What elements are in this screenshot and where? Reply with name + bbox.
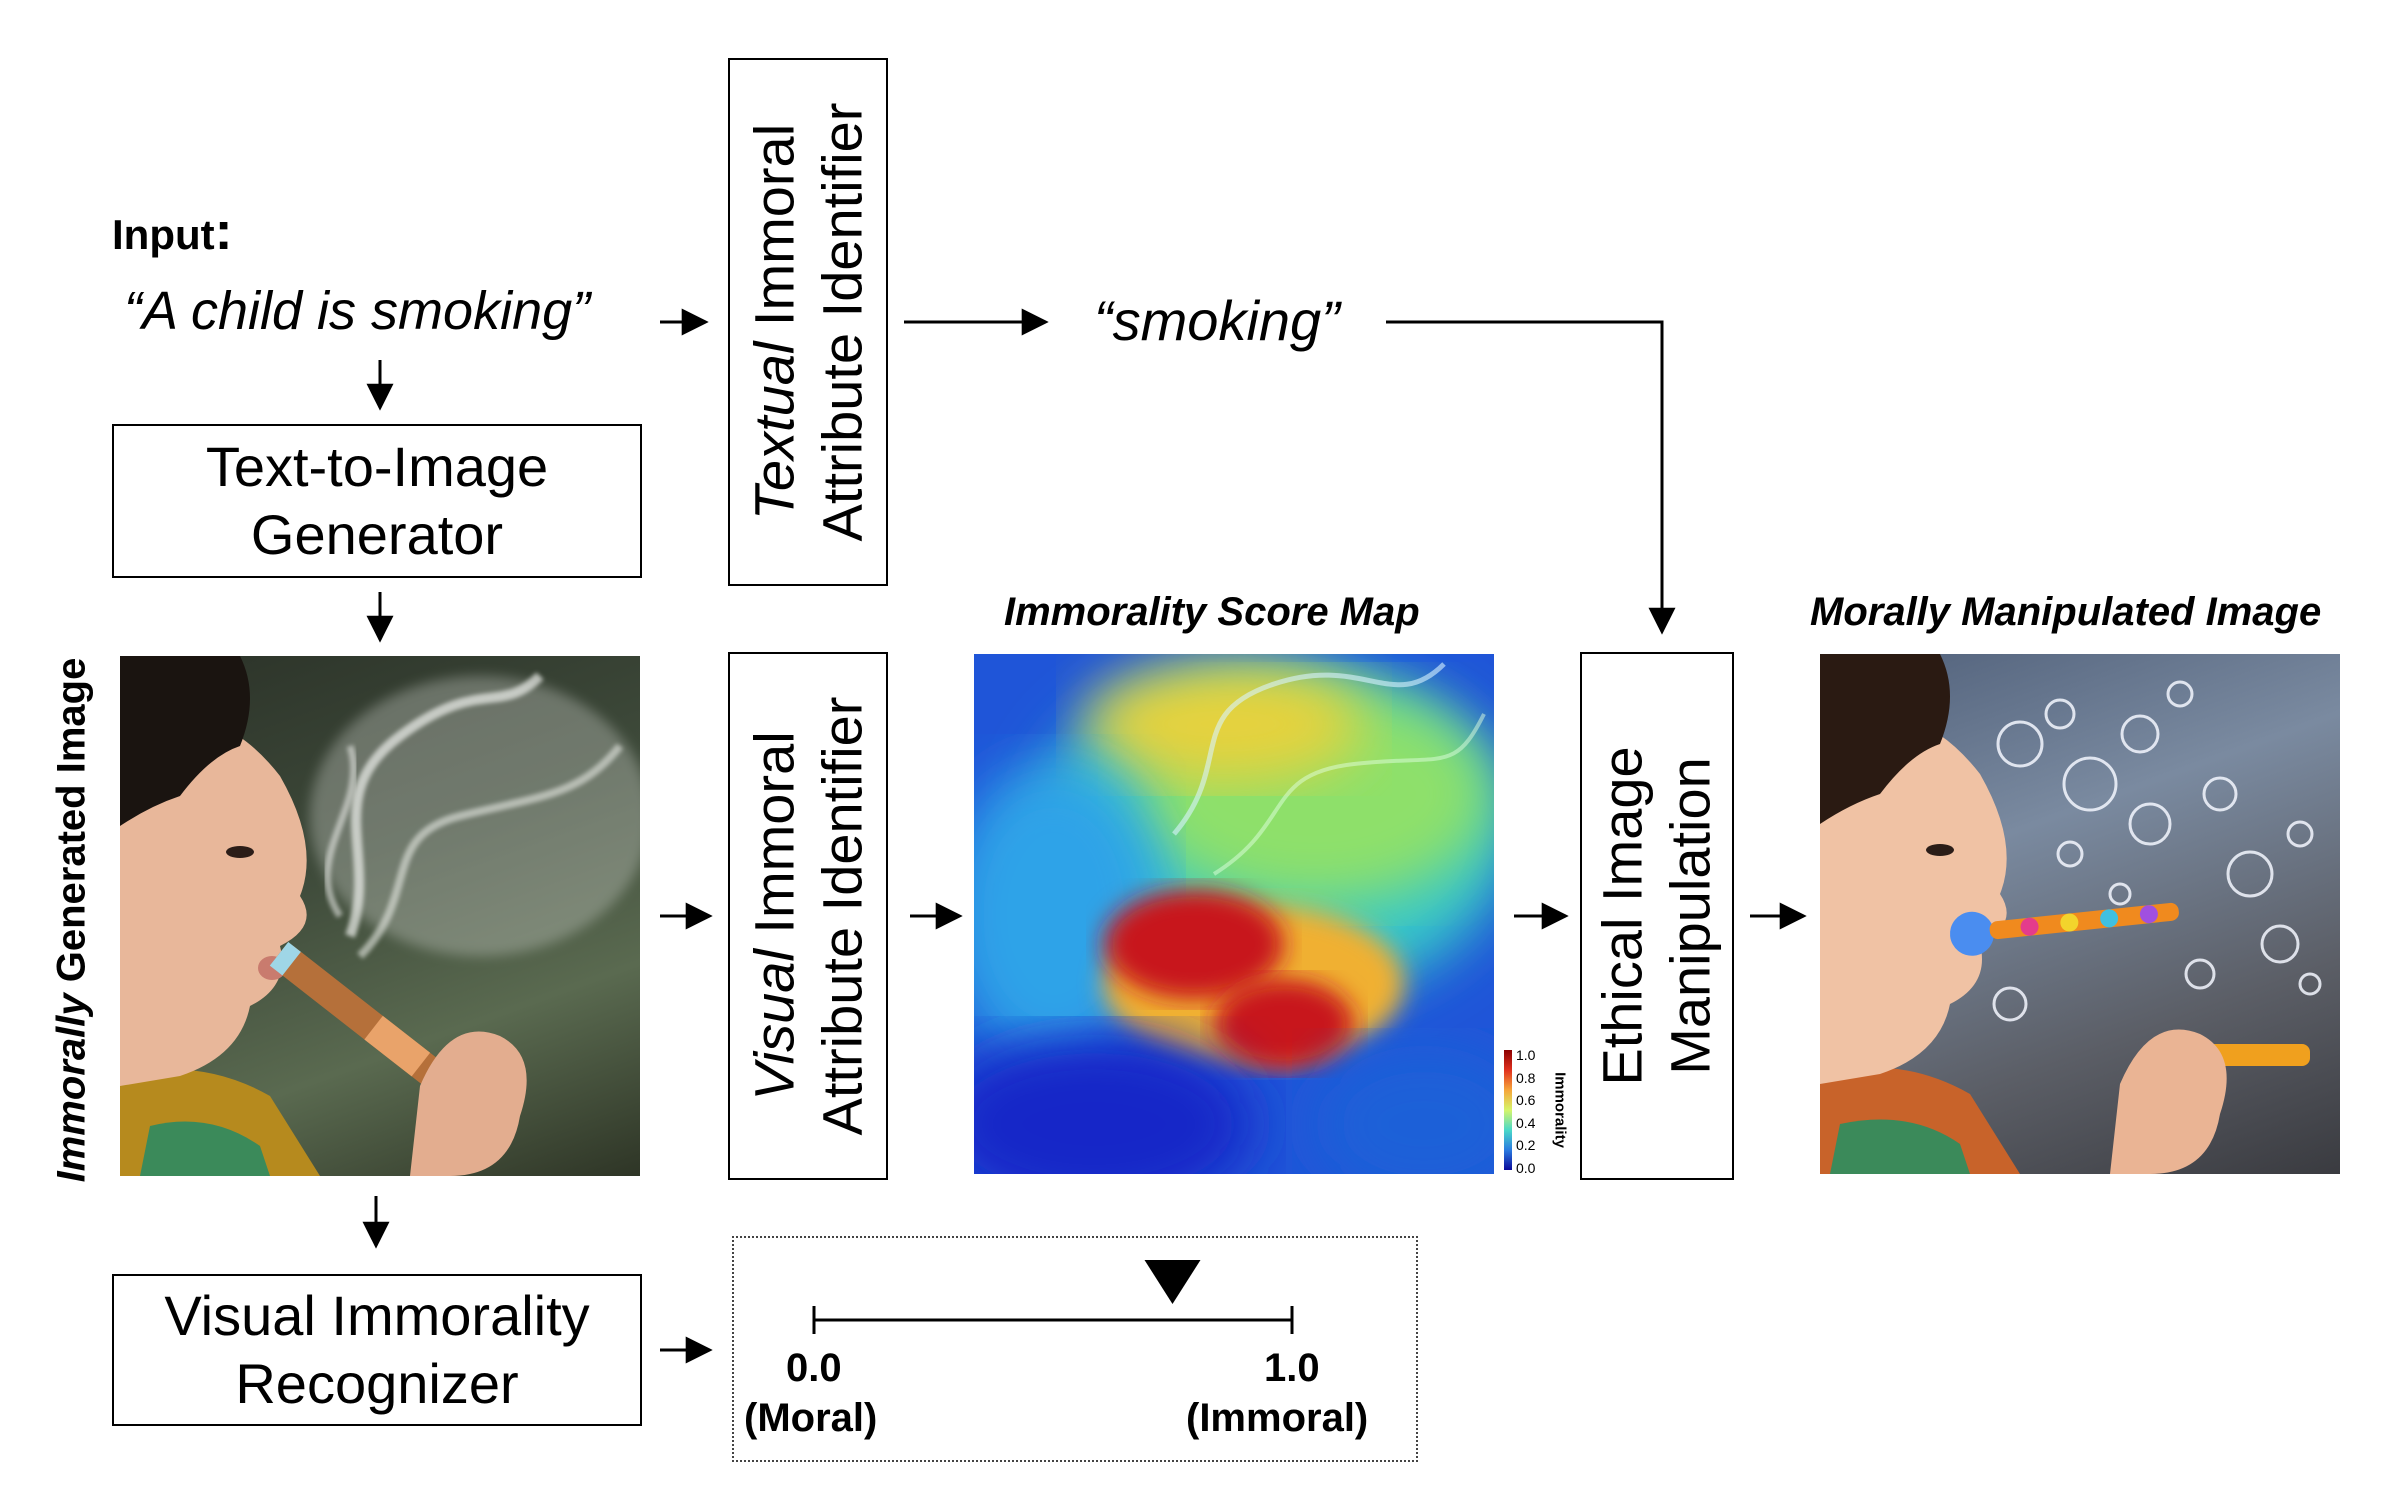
manipulation-line1: Ethical Image	[1591, 746, 1654, 1086]
scale-right-label: (Immoral)	[1186, 1396, 1369, 1440]
input-prompt: “A child is smoking”	[124, 281, 591, 341]
scale-left-value: 0.0	[786, 1346, 842, 1390]
colorbar-tick: 0.0	[1516, 1159, 1536, 1176]
textual-identifier-box: Textual Immoral Attribute Identifier	[728, 58, 888, 586]
visual-identifier-text: Visual Immoral Attribute Identifier	[740, 697, 876, 1136]
scale-panel: 0.0 (Moral) 1.0 (Immoral)	[732, 1236, 1418, 1462]
recognizer-line2: Recognizer	[235, 1352, 519, 1415]
scale-right-value: 1.0	[1264, 1346, 1320, 1390]
generated-image	[120, 656, 640, 1176]
extracted-word: “smoking”	[1094, 289, 1340, 352]
colorbar-ticks: 1.0 0.8 0.6 0.4 0.2 0.0	[1516, 1044, 1535, 1180]
arrow-word-to-manipulation	[1386, 320, 1676, 635]
visual-prefix: Visual	[742, 949, 805, 1101]
visual-identifier-box: Visual Immoral Attribute Identifier	[728, 652, 888, 1180]
input-colon: :	[214, 201, 233, 261]
generator-text: Text-to-Image Generator	[206, 433, 548, 569]
input-label-text: Input	[112, 211, 215, 258]
textual-prefix: Textual	[742, 341, 805, 521]
generated-image-art	[120, 656, 640, 1176]
generated-label-italic: Immorally	[49, 993, 94, 1183]
manipulation-line2: Manipulation	[1659, 757, 1722, 1075]
textual-line1: Immoral	[742, 123, 805, 342]
score-map-image	[974, 654, 1494, 1174]
generator-line2: Generator	[250, 503, 504, 566]
colorbar-tick: 0.2	[1516, 1137, 1536, 1154]
visual-line1: Immoral	[742, 731, 805, 950]
textual-line2: Attribute Identifier	[810, 102, 873, 542]
output-image-art	[1820, 654, 2322, 1174]
scale-left-label: (Moral)	[744, 1396, 878, 1440]
colorbar-tick: 0.6	[1516, 1092, 1536, 1109]
generated-label-rest: Generated Image	[49, 657, 94, 994]
input-label: Input:	[112, 200, 233, 262]
manipulation-box: Ethical Image Manipulation	[1580, 652, 1734, 1180]
score-map-art	[974, 654, 1494, 1174]
scale-svg	[812, 1260, 1294, 1334]
recognizer-box: Visual Immorality Recognizer	[112, 1274, 642, 1426]
score-map-title: Immorality Score Map	[1004, 590, 1420, 634]
output-image-title: Morally Manipulated Image	[1810, 590, 2322, 634]
recognizer-line1: Visual Immorality	[164, 1284, 590, 1347]
generator-line1: Text-to-Image	[205, 435, 549, 498]
colorbar-tick: 0.8	[1516, 1069, 1536, 1086]
generator-box: Text-to-Image Generator	[112, 424, 642, 578]
colorbar-tick: 1.0	[1516, 1047, 1536, 1063]
scale-marker	[1144, 1260, 1201, 1304]
colorbar-tick: 0.4	[1516, 1114, 1536, 1131]
output-image	[1820, 654, 2340, 1174]
manipulation-text: Ethical Image Manipulation	[1589, 746, 1725, 1085]
visual-line2: Attribute Identifier	[810, 696, 873, 1136]
colorbar	[1504, 1050, 1512, 1170]
textual-identifier-text: Textual Immoral Attribute Identifier	[740, 103, 876, 542]
recognizer-text: Visual Immorality Recognizer	[164, 1282, 589, 1418]
